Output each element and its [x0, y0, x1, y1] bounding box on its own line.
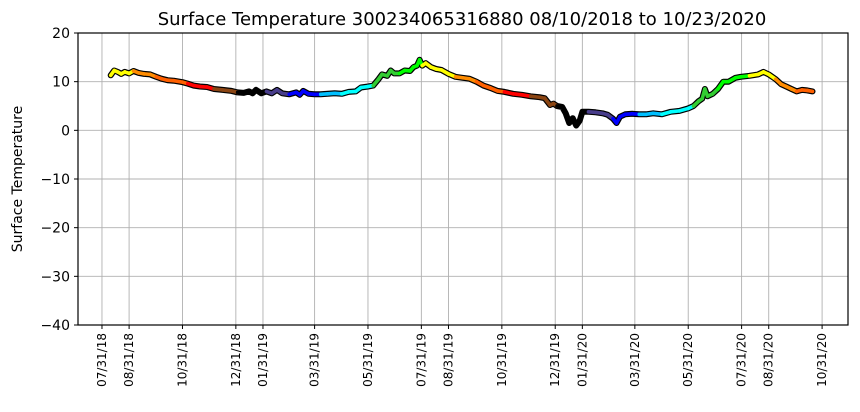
x-tick-label: 05/31/19 [361, 333, 375, 387]
x-tick-label: 07/31/19 [414, 333, 428, 387]
x-tick-label: 07/31/20 [735, 333, 749, 387]
x-tick-label: 12/31/18 [229, 333, 243, 387]
y-tick-label: −40 [40, 318, 70, 334]
x-tick-label: 05/31/20 [681, 333, 695, 387]
series-segment [807, 90, 812, 91]
x-tick-label: 10/31/18 [175, 333, 189, 387]
y-tick-label: 0 [61, 123, 70, 139]
x-tick-label: 10/31/20 [815, 333, 829, 387]
y-tick-label: −10 [40, 172, 70, 188]
y-tick-label: −30 [40, 269, 70, 285]
y-tick-label: 10 [52, 75, 70, 91]
x-tick-label: 08/31/20 [762, 333, 776, 387]
chart-title: Surface Temperature 300234065316880 08/1… [158, 9, 767, 30]
y-ticks: −40 −30 −20 −10 0 10 20 [40, 26, 78, 334]
x-tick-label: 10/31/19 [495, 333, 509, 387]
x-tick-label: 08/31/19 [441, 333, 455, 387]
x-tick-label: 12/31/19 [548, 333, 562, 387]
x-tick-label: 03/31/19 [308, 333, 322, 387]
y-tick-label: −20 [40, 221, 70, 237]
y-axis-label: Surface Temperature [10, 106, 26, 252]
y-tick-label: 20 [52, 26, 70, 42]
temperature-series [111, 60, 813, 126]
x-tick-label: 01/31/20 [575, 333, 589, 387]
x-tick-label: 08/31/18 [122, 333, 136, 387]
x-ticks: 07/31/18 08/31/18 10/31/18 12/31/18 01/31/19… [95, 325, 829, 387]
x-tick-label: 03/31/20 [628, 333, 642, 387]
x-tick-label: 01/31/19 [256, 333, 270, 387]
x-tick-label: 07/31/18 [95, 333, 109, 387]
